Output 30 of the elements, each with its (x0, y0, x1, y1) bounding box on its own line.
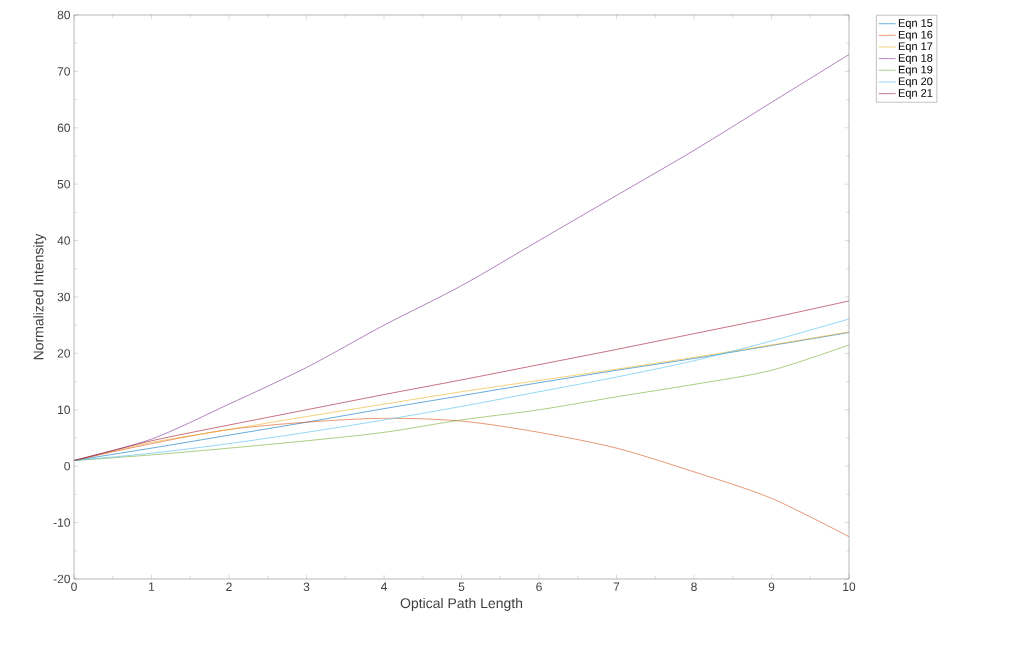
x-tick-label: 2 (226, 582, 232, 591)
y-tick-label: 50 (57, 179, 71, 189)
y-tick-label: 10 (58, 405, 71, 415)
x-tick-label: 4 (380, 582, 387, 591)
x-tick-label: 3 (303, 582, 310, 592)
x-tick-label: 8 (691, 582, 697, 592)
x-axis-title: Optical Path Length (400, 597, 523, 611)
y-tick-label: 0 (64, 461, 71, 471)
x-tick-label: 5 (458, 582, 465, 591)
legend-label: Eqn 18 (898, 54, 933, 64)
y-tick-label: 60 (57, 123, 71, 133)
y-tick-label: 80 (57, 10, 71, 20)
y-tick-label: 20 (57, 349, 71, 358)
x-tick-label: 10 (843, 582, 856, 592)
y-axis-title: Normalized Intensity (33, 233, 47, 360)
x-tick-label: 6 (536, 582, 542, 592)
y-tick-label: 70 (57, 67, 71, 76)
y-tick-label: 30 (57, 292, 71, 302)
legend-label: Eqn 17 (898, 42, 933, 53)
legend-label: Eqn 20 (898, 77, 933, 88)
x-tick-label: 1 (149, 582, 155, 591)
y-tick-label: -10 (53, 518, 71, 527)
legend-label: Eqn 15 (898, 19, 933, 30)
legend-label: Eqn 19 (898, 65, 933, 76)
legend-label: Eqn 21 (898, 89, 933, 100)
legend-label: Eqn 16 (898, 30, 933, 41)
y-tick-label: 40 (57, 236, 71, 245)
y-tick-label: -20 (53, 574, 71, 584)
x-tick-label: 9 (768, 582, 775, 592)
x-tick-label: 7 (613, 582, 620, 591)
